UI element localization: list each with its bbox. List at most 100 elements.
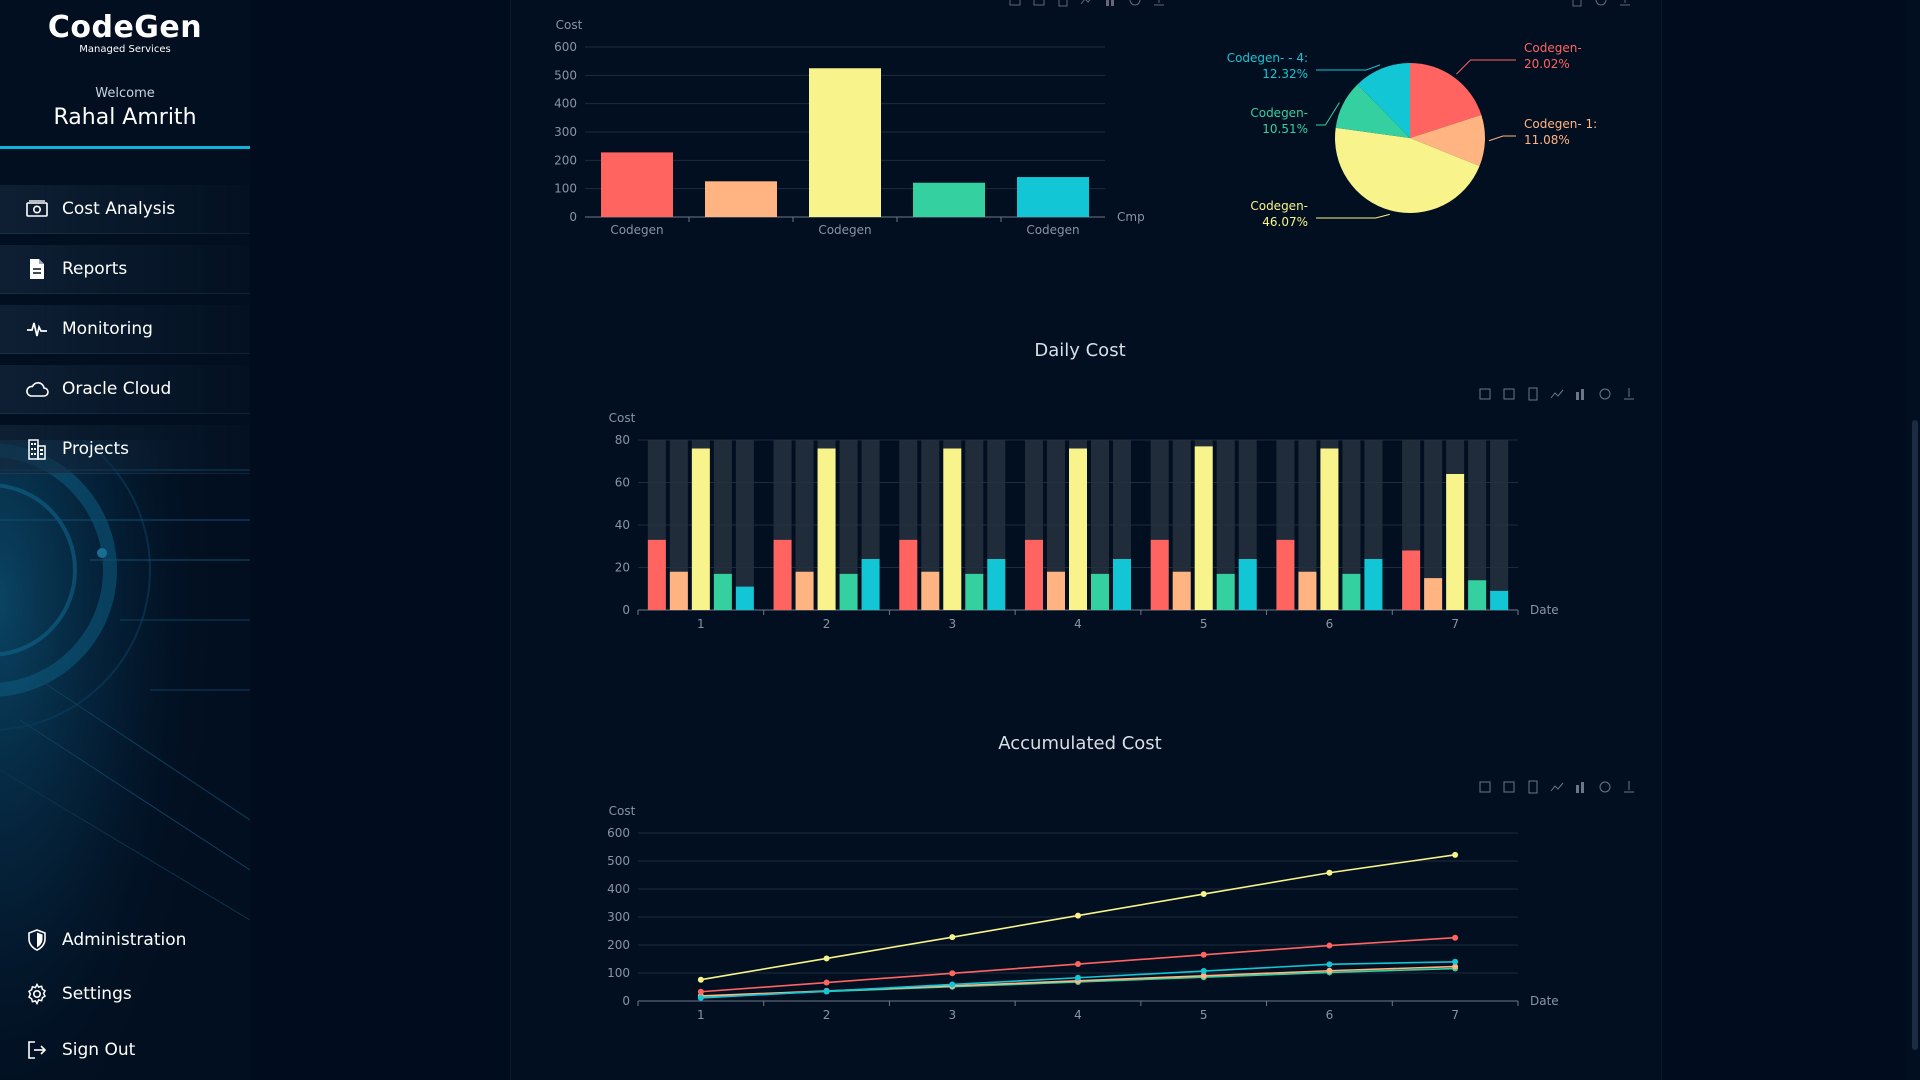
pie-label-line [1316,213,1390,219]
brand-logo: CodeGen Managed Services [0,10,250,55]
bar [735,586,754,610]
sidebar-item-projects[interactable]: Projects [0,425,250,474]
y-tick-label: 20 [615,561,630,575]
bar [1091,573,1109,610]
bar [1276,539,1295,610]
download-icon[interactable] [1620,779,1638,795]
data-point [1075,961,1081,968]
data-point [1326,942,1333,949]
pie-label: Codegen- [1250,106,1308,120]
money-icon [24,196,50,222]
x-tick-label: 3 [948,1008,956,1022]
bar [1490,590,1509,610]
download-icon[interactable] [1150,0,1168,8]
sidebar-item-label: Oracle Cloud [62,379,172,399]
download-icon[interactable] [1616,0,1634,8]
building-icon [24,436,50,462]
download-icon[interactable] [1620,386,1638,402]
x-tick-label: Codegen [610,223,663,237]
y-tick-label: 100 [607,966,630,980]
data-point [823,955,830,962]
accumulated-cost-chart: 0 100 200 300 400 500 600 Cost Date 1 2 3 4 5 6 7 [607,804,1559,1022]
bar [1342,573,1361,610]
bar-chart-icon[interactable] [1572,779,1590,795]
x-tick-label: 1 [697,617,705,631]
sidebar-item-cost-analysis[interactable]: Cost Analysis [0,185,250,234]
data-view-icon[interactable] [1568,0,1586,8]
y-tick-label: 400 [554,97,577,111]
pie-percent-label: 46.07% [1262,215,1308,229]
restore-icon[interactable] [1592,0,1610,8]
y-tick-label: 600 [554,40,577,54]
bar-background [1342,440,1361,610]
pie-label: Codegen- [1250,199,1308,213]
sidebar-item-settings[interactable]: Settings [0,974,250,1014]
restore-icon[interactable] [1126,0,1144,8]
data-point [1326,967,1333,974]
data-point [697,994,704,1001]
scrollbar-thumb[interactable] [1912,420,1918,1050]
user-name: Rahal Amrith [53,105,197,130]
bar [601,152,673,217]
data-view-icon[interactable] [1054,0,1072,8]
line-chart-icon[interactable] [1078,0,1096,8]
x-tick-label: 6 [1326,617,1334,631]
bar-background [1216,440,1235,610]
x-tick-label: 4 [1074,1008,1082,1022]
data-point [1200,891,1207,898]
cmp-chart-toolbar [1006,0,1168,8]
sidebar-decoration [0,440,250,1080]
pie-label-line [1456,59,1516,75]
bar [809,68,881,217]
y-tick-label: 600 [607,826,630,840]
pie-slice [1410,63,1482,138]
y-tick-label: 0 [622,994,630,1008]
zoom-reset-icon[interactable] [1030,0,1048,8]
data-view-icon[interactable] [1524,779,1542,795]
pulse-icon [24,316,50,342]
bar [1113,559,1131,610]
sidebar-item-label: Sign Out [62,1040,136,1060]
sidebar-item-label: Projects [62,439,130,459]
line-chart-icon[interactable] [1548,386,1566,402]
bar-chart-icon[interactable] [1572,386,1590,402]
sidebar-item-oracle-cloud[interactable]: Oracle Cloud [0,365,250,414]
restore-icon[interactable] [1596,386,1614,402]
zoom-reset-icon[interactable] [1500,386,1518,402]
bar-background [1298,440,1317,610]
y-axis-label: Cost [556,18,583,32]
sidebar-item-label: Reports [62,259,128,279]
pie-label: Codegen- 1: [1524,117,1597,131]
y-tick-label: 500 [554,68,577,82]
sidebar-item-sign-out[interactable]: Sign Out [0,1030,250,1070]
data-point [823,988,830,995]
bar [943,448,962,610]
bar [1468,580,1487,610]
welcome-text: Welcome [95,86,155,101]
bar [1446,474,1465,610]
zoom-icon[interactable] [1006,0,1024,8]
line-chart-icon[interactable] [1548,779,1566,795]
zoom-reset-icon[interactable] [1500,779,1518,795]
bar-background [735,440,754,610]
pie-percent-label: 11.08% [1524,133,1570,147]
data-point [949,981,956,988]
brand-name: CodeGen [47,10,203,45]
sidebar-item-monitoring[interactable]: Monitoring [0,305,250,354]
data-point [1075,974,1081,981]
sign-out-icon [24,1037,50,1063]
zoom-icon[interactable] [1476,779,1494,795]
bar [691,448,710,610]
bar [965,573,984,610]
sidebar-item-reports[interactable]: Reports [0,245,250,294]
restore-icon[interactable] [1596,779,1614,795]
sidebar-item-administration[interactable]: Administration [0,920,250,960]
data-point [1326,961,1333,968]
bar [1017,177,1089,217]
bar [1047,571,1065,610]
data-view-icon[interactable] [1524,386,1542,402]
zoom-icon[interactable] [1476,386,1494,402]
data-point [1452,851,1459,858]
bar [795,571,814,610]
bar-chart-icon[interactable] [1102,0,1120,8]
